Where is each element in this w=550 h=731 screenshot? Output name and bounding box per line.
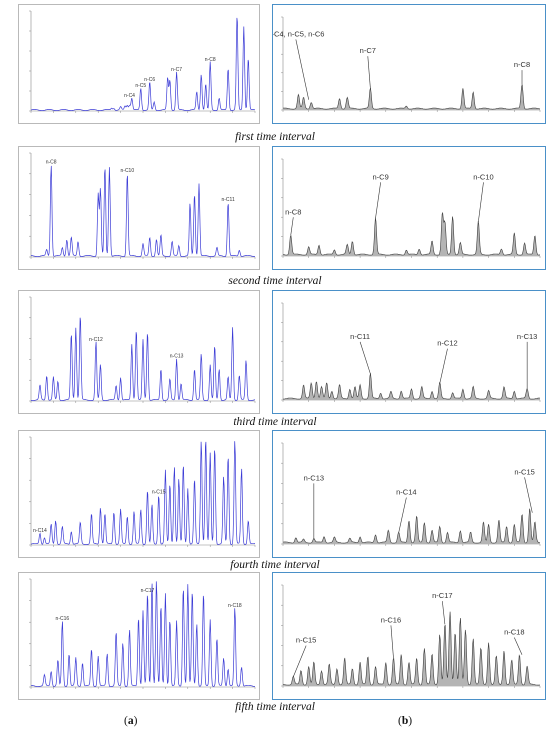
peak-label: n-C9	[373, 172, 389, 181]
peak-label: n-C6	[144, 77, 155, 83]
peak-label: n-C17	[432, 591, 452, 600]
series-line	[282, 611, 541, 686]
chart-b-2: n-C8 n-C9 n-C10	[281, 158, 541, 258]
chromatogram-b-1: n-C4, n-C5, n-C6 n-C7 n-C8	[272, 4, 546, 124]
panel-label-b-letter: b	[401, 715, 409, 727]
peak-label: n-C13	[304, 473, 324, 482]
chart-a-2: n-C8 n-C10 n-C11	[29, 152, 256, 259]
chart-b-3: n-C11 n-C12 n-C13	[281, 302, 541, 402]
chromatogram-a-4: n-C14 n-C15	[18, 430, 260, 558]
peak-label: n-C15	[514, 467, 534, 476]
panel-label-a: (a)	[124, 715, 138, 727]
caption-interval-1: first time interval	[235, 131, 315, 143]
peak-pointer	[367, 56, 371, 89]
series-area	[283, 85, 540, 110]
series-area	[283, 373, 540, 400]
peak-pointer	[293, 645, 307, 678]
peak-label: n-C14	[33, 528, 47, 534]
series-line	[282, 211, 541, 256]
chromatogram-b-3: n-C11 n-C12 n-C13	[272, 290, 546, 414]
chromatogram-b-4: n-C13 n-C14 n-C15	[272, 430, 546, 558]
peak-label: n-C7	[171, 67, 182, 73]
peak-label: n-C8	[514, 60, 530, 69]
peak-label: n-C12	[89, 337, 103, 343]
chart-a-5: n-C16 n-C17 n-C18	[29, 578, 256, 689]
series-line	[283, 373, 540, 400]
series-line	[30, 441, 256, 545]
peak-label: n-C13	[517, 332, 537, 341]
peak-label: n-C11	[350, 332, 370, 341]
peak-label: n-C8	[285, 207, 301, 216]
peak-pointer	[514, 637, 523, 655]
peak-label: n-C17	[141, 588, 155, 594]
chart-b-1: n-C4, n-C5, n-C6 n-C7 n-C8	[273, 16, 541, 112]
peak-label: n-C16	[56, 616, 70, 622]
peak-pointer	[524, 477, 533, 513]
peak-label: n-C8	[205, 57, 216, 63]
chromatogram-b-5: n-C15 n-C16 n-C17 n-C18	[272, 572, 546, 700]
chart-b-5: n-C15 n-C16 n-C17 n-C18	[281, 584, 541, 688]
series-line	[30, 165, 255, 257]
caption-interval-5: fifth time interval	[235, 701, 315, 713]
chart-a-4: n-C14 n-C15	[29, 436, 256, 547]
peak-label: n-C14	[396, 488, 416, 497]
peak-label: n-C13	[170, 353, 184, 359]
peak-label: n-C7	[360, 46, 376, 55]
series-line	[31, 581, 255, 687]
series-line	[282, 508, 541, 544]
peak-label: n-C4, n-C5, n-C6	[273, 29, 324, 38]
peak-label: n-C4	[124, 93, 135, 99]
peak-pointer	[390, 625, 394, 659]
chromatogram-a-1: n-C4 n-C5 n-C6 n-C7 n-C8	[18, 4, 260, 124]
series-line	[30, 317, 256, 401]
peak-label: n-C12	[437, 339, 457, 348]
caption-interval-4: fourth time interval	[230, 559, 320, 571]
peak-label: n-C15	[152, 489, 166, 495]
peak-pointer	[439, 348, 448, 384]
peak-label: n-C11	[221, 197, 234, 203]
series-line	[283, 84, 541, 110]
peak-label: n-C16	[381, 615, 401, 624]
peak-label: n-C10	[121, 168, 135, 174]
chromatogram-a-5: n-C16 n-C17 n-C18	[18, 572, 260, 700]
caption-interval-2: second time interval	[228, 275, 322, 287]
peak-pointer	[442, 601, 446, 625]
peak-label: n-C18	[228, 603, 242, 609]
peak-pointer	[398, 497, 407, 533]
peak-label: n-C5	[135, 83, 146, 89]
peak-pointer	[295, 39, 309, 100]
series-line	[30, 17, 256, 111]
caption-interval-3: third time interval	[233, 416, 317, 428]
chromatogram-a-2: n-C8 n-C10 n-C11	[18, 146, 260, 270]
chart-a-3: n-C12 n-C13	[29, 296, 256, 403]
peak-pointer	[290, 217, 294, 236]
series-area	[283, 508, 540, 544]
chart-a-1: n-C4n-C5n-C6 n-C7 n-C8	[29, 10, 256, 113]
peak-pointer	[478, 182, 484, 223]
series-area	[283, 212, 540, 256]
peak-label: n-C8	[46, 159, 57, 165]
panel-label-a-letter: a	[127, 715, 134, 727]
peak-label: n-C10	[473, 172, 493, 181]
peak-label: n-C15	[296, 636, 316, 645]
panel-label-b: (b)	[398, 715, 413, 727]
chromatogram-b-2: n-C8 n-C9 n-C10	[272, 146, 546, 270]
chart-b-4: n-C13 n-C14 n-C15	[281, 442, 541, 546]
peak-label: n-C18	[504, 628, 524, 637]
peak-pointer	[375, 182, 381, 219]
chromatogram-a-3: n-C12 n-C13	[18, 290, 260, 414]
peak-pointer	[359, 341, 371, 374]
series-area	[283, 611, 540, 686]
